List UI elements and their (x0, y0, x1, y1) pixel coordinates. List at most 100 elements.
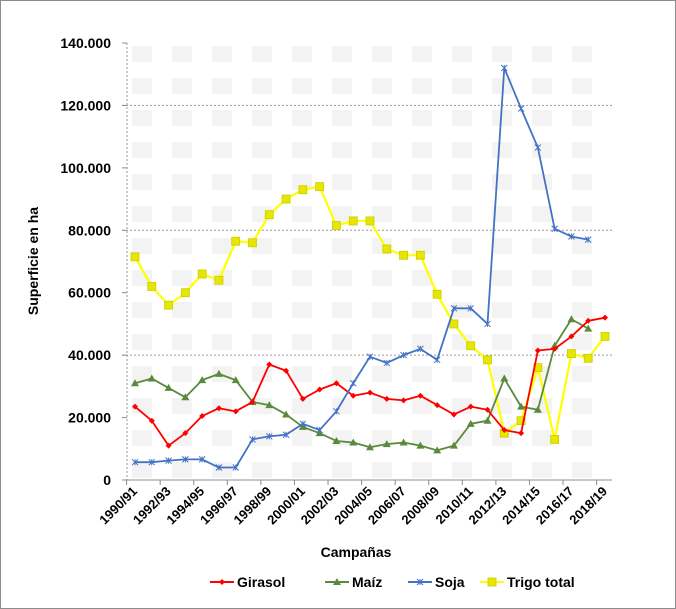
diamond-marker (283, 367, 290, 374)
diamond-marker (333, 380, 340, 387)
triangle-marker (584, 324, 593, 332)
square-marker (600, 332, 610, 341)
star-marker (517, 105, 525, 112)
diamond-marker (182, 430, 189, 437)
square-marker (298, 185, 308, 195)
diamond-marker (215, 405, 222, 412)
triangle-marker (567, 315, 576, 323)
diamond-marker (518, 430, 525, 437)
square-marker (487, 577, 497, 587)
star-marker (500, 64, 508, 72)
square-marker (550, 435, 560, 444)
square-marker (197, 269, 207, 279)
series-soja (131, 64, 592, 471)
star-marker (265, 432, 273, 440)
triangle-marker (449, 441, 458, 449)
square-marker (214, 275, 224, 285)
diamond-marker (266, 361, 273, 368)
diamond-marker (249, 398, 256, 405)
triangle-marker (214, 369, 223, 377)
square-marker (399, 250, 408, 260)
diamond-marker (484, 406, 491, 413)
square-marker (180, 288, 190, 298)
triangle-marker (282, 410, 291, 418)
diamond-marker (148, 417, 155, 424)
triangle-marker (433, 446, 442, 454)
diamond-marker (219, 579, 225, 585)
triangle-marker (500, 374, 509, 382)
star-marker (333, 407, 340, 415)
square-marker (432, 289, 442, 299)
diamond-marker (417, 392, 424, 399)
square-marker (332, 221, 341, 231)
diamond-marker (568, 333, 575, 340)
square-marker (415, 250, 425, 260)
star-marker (232, 464, 240, 471)
diamond-marker (501, 427, 508, 434)
legend-item-soja: Soja (408, 574, 465, 590)
y-axis-tick-labels: 0 20.000 40.000 60.000 80.000 100.000 120.000 1… (60, 35, 111, 488)
star-marker (534, 144, 542, 151)
x-axis-tick-labels: 1990/911992/931994/951996/971998/992000/… (96, 484, 610, 528)
star-marker (131, 458, 139, 466)
square-marker (516, 416, 526, 426)
star-marker (551, 225, 558, 233)
diamond-marker (350, 392, 357, 399)
diamond-marker (434, 402, 441, 409)
star-marker (366, 353, 374, 361)
star-marker (400, 351, 407, 359)
triangle-marker (332, 436, 341, 444)
diamond-marker (585, 317, 592, 324)
triangle-marker (466, 419, 475, 427)
triangle-marker (265, 401, 274, 409)
star-marker (165, 457, 172, 465)
triangle-marker (198, 376, 207, 384)
star-marker (417, 345, 424, 353)
diamond-marker (299, 395, 306, 402)
triangle-marker (131, 379, 139, 387)
triangle-marker (366, 443, 374, 451)
diamond-marker (367, 389, 373, 396)
square-marker (248, 238, 257, 248)
diamond-marker (534, 347, 541, 354)
square-marker (348, 216, 358, 226)
star-marker (299, 420, 307, 428)
star-marker (349, 379, 357, 387)
y-tick-label: 120.000 (60, 97, 111, 113)
star-marker (198, 456, 206, 463)
series-line (134, 318, 589, 452)
square-marker (264, 210, 274, 220)
star-marker (215, 464, 223, 471)
star-marker (484, 320, 491, 328)
triangle-marker (382, 440, 391, 448)
triangle-marker (181, 393, 190, 401)
diamond-marker (602, 314, 608, 321)
square-marker (449, 319, 459, 329)
y-tick-label: 100.000 (60, 160, 111, 176)
y-tick-label: 60.000 (68, 285, 111, 301)
star-marker (182, 456, 189, 463)
triangle-marker (333, 578, 341, 585)
x-axis-title: Campañas (321, 544, 392, 560)
triangle-marker (349, 438, 358, 446)
diamond-marker (232, 408, 239, 415)
star-marker (282, 431, 290, 439)
square-marker (567, 349, 576, 358)
gridlines (122, 104, 612, 356)
triangle-marker (416, 441, 425, 449)
triangle-marker (517, 402, 526, 410)
star-marker (316, 426, 323, 434)
x-tick-label: 2018/19 (566, 484, 610, 528)
diamond-marker (450, 411, 457, 418)
star-marker (450, 304, 458, 312)
y-tick-label: 20.000 (68, 410, 111, 426)
y-tick-label: 0 (103, 472, 111, 488)
y-axis-title: Superficie en ha (25, 207, 41, 315)
star-marker (467, 304, 475, 312)
star-marker (249, 436, 256, 443)
y-tick-label: 140.000 (60, 35, 111, 51)
star-marker (416, 578, 424, 586)
legend-label: Soja (435, 574, 465, 590)
diamond-marker (199, 413, 206, 420)
square-marker (583, 353, 593, 363)
